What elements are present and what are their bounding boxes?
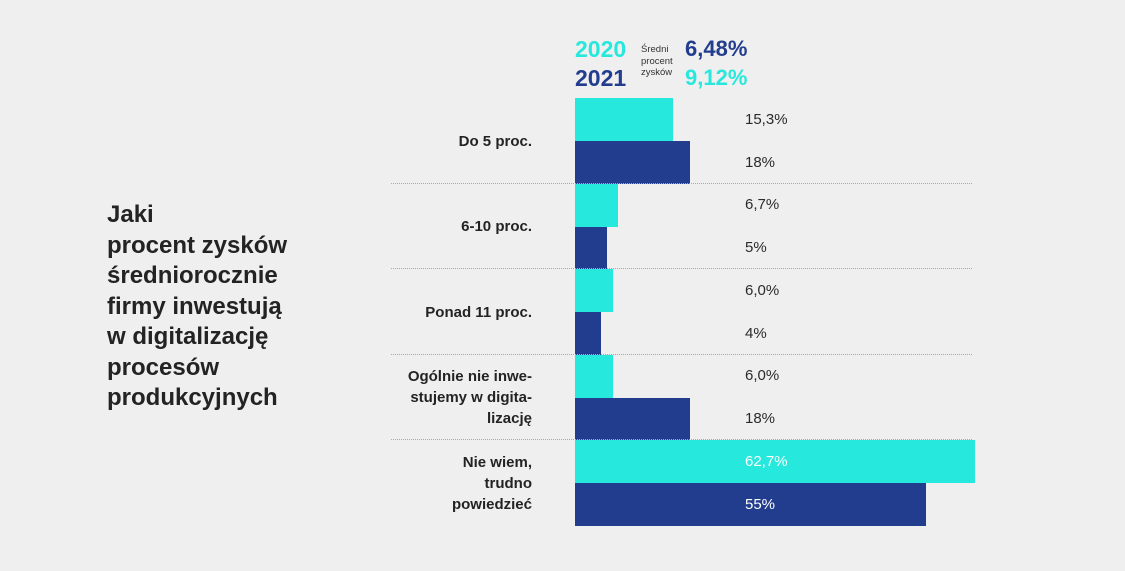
legend-year-2020: 2020 — [575, 36, 627, 62]
value-label-2021: 18% — [745, 153, 776, 171]
legend-year-2021: 2021 — [575, 65, 627, 91]
value-label-2021: 5% — [745, 239, 767, 256]
bar-2021 — [575, 397, 690, 441]
average-2020-value: 6,48% — [685, 36, 748, 61]
bar-2020 — [575, 269, 614, 312]
category-label: Ponad 11 proc. — [425, 303, 532, 321]
value-label-2020: 15,3% — [745, 110, 788, 128]
average-2021-value: 9,12% — [685, 65, 748, 90]
average-profit-caption: Średni procent zysków — [641, 44, 673, 78]
category-label: 6-10 proc. — [461, 218, 532, 235]
row-divider — [391, 182, 972, 184]
row-divider — [391, 439, 972, 440]
row-divider — [391, 353, 972, 355]
bar-2020 — [575, 440, 975, 483]
category-label: Do 5 proc. — [458, 132, 532, 150]
value-label-2020: 6,0% — [745, 281, 780, 299]
bar-2020 — [575, 98, 673, 141]
bar-2020 — [575, 183, 618, 227]
value-label-2021: 55% — [745, 495, 776, 513]
value-label-2020: 6,0% — [745, 367, 780, 384]
value-label-2020: 6,7% — [745, 196, 780, 213]
value-label-2021: 4% — [745, 324, 767, 342]
bar-2021 — [575, 141, 690, 184]
chart-question-title: Jaki procent zysków średniorocznie firmy… — [107, 201, 288, 411]
value-label-2021: 18% — [745, 410, 776, 427]
value-label-2020: 62,7% — [745, 452, 788, 470]
category-label: Ogólnie nie inwe- stujemy w digita- liza… — [407, 368, 532, 427]
bar-2021 — [575, 483, 926, 526]
bar-2020 — [575, 354, 614, 398]
category-label: Nie wiem, trudno powiedzieć — [451, 453, 532, 513]
row-divider — [391, 268, 972, 269]
bar-2021 — [575, 312, 601, 355]
bar-2021 — [575, 226, 607, 270]
